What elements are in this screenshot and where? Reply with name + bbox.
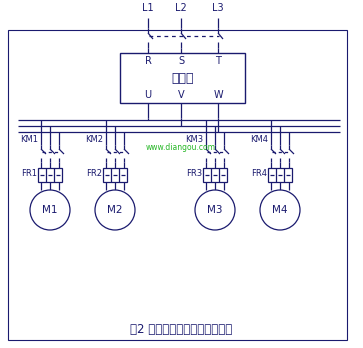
Text: KM4: KM4	[250, 135, 268, 144]
Text: 变频器: 变频器	[171, 71, 194, 85]
Text: KM1: KM1	[20, 135, 38, 144]
Text: FR3: FR3	[186, 169, 202, 178]
Circle shape	[95, 190, 135, 230]
Text: KM3: KM3	[185, 135, 203, 144]
Text: U: U	[144, 90, 152, 100]
Text: L2: L2	[175, 3, 187, 13]
Text: FR1: FR1	[21, 169, 37, 178]
Text: 图2 一台变频器驱动多台电动机: 图2 一台变频器驱动多台电动机	[130, 323, 232, 336]
Circle shape	[195, 190, 235, 230]
Text: FR4: FR4	[251, 169, 267, 178]
Text: L1: L1	[142, 3, 154, 13]
Text: M4: M4	[272, 205, 288, 215]
Text: V: V	[178, 90, 184, 100]
Text: W: W	[213, 90, 223, 100]
Text: M3: M3	[207, 205, 223, 215]
Bar	[268, 168, 292, 182]
Bar	[38, 168, 62, 182]
Text: M2: M2	[107, 205, 123, 215]
Bar	[203, 168, 227, 182]
Text: T: T	[215, 56, 221, 66]
Text: FR2: FR2	[86, 169, 102, 178]
Bar	[8, 30, 347, 340]
Text: www.diangou.com: www.diangou.com	[146, 143, 216, 152]
Text: S: S	[178, 56, 184, 66]
Bar	[120, 53, 245, 103]
Text: R: R	[144, 56, 151, 66]
Circle shape	[30, 190, 70, 230]
Circle shape	[260, 190, 300, 230]
Text: L3: L3	[212, 3, 224, 13]
Text: M1: M1	[42, 205, 58, 215]
Text: KM2: KM2	[85, 135, 103, 144]
Bar	[103, 168, 127, 182]
